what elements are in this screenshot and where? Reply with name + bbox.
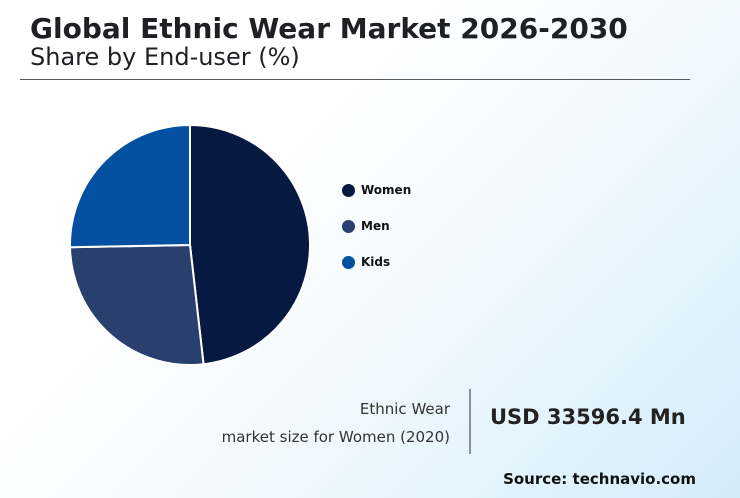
pie-slice-men xyxy=(69,243,205,366)
chart-subtitle: Share by End-user (%) xyxy=(30,43,300,71)
chart-title: Global Ethnic Wear Market 2026-2030 xyxy=(30,12,628,45)
market-size-divider xyxy=(469,389,471,454)
legend-label-women: Women xyxy=(361,183,412,197)
title-divider xyxy=(20,79,690,80)
legend-item-men: Men xyxy=(342,208,411,244)
legend-swatch-men xyxy=(342,219,355,233)
legend-item-women: Women xyxy=(342,172,411,208)
market-size-label-line1: Ethnic Wear xyxy=(359,400,450,418)
pie-slice-kids xyxy=(69,123,191,249)
pie-chart xyxy=(69,123,311,366)
legend-swatch-women xyxy=(342,183,355,197)
legend-item-kids: Kids xyxy=(342,244,411,280)
legend: Women Men Kids xyxy=(342,172,411,280)
market-size-value: USD 33596.4 Mn xyxy=(490,405,686,429)
legend-swatch-kids xyxy=(342,255,355,269)
source-credit: Source: technavio.com xyxy=(503,470,696,488)
market-size-label-line2: market size for Women (2020) xyxy=(221,428,450,446)
legend-label-men: Men xyxy=(361,219,390,233)
pie-slice-women xyxy=(189,123,311,366)
legend-label-kids: Kids xyxy=(361,255,391,269)
